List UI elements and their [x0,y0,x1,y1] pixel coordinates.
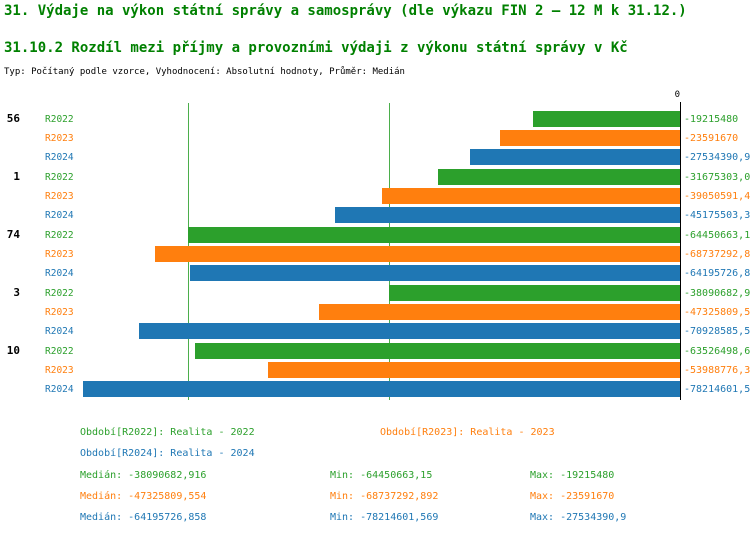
bar-value-label: -70928585,5 [684,326,750,337]
legend-item-r2023: Období[R2023]: Realita - 2023 [380,427,555,438]
bar-r2022-group-1 [438,169,680,185]
bar-r2024-group-74 [190,265,680,281]
series-label: R2023 [45,307,74,318]
series-label: R2024 [45,210,74,221]
bar-value-label: -31675303,0 [684,172,750,183]
bar-value-label: -64195726,8 [684,268,750,279]
category-label: 1 [13,170,20,183]
bar-value-label: -45175503,3 [684,210,750,221]
bar-r2024-group-3 [138,323,680,339]
series-label: R2022 [45,172,74,183]
stat-median-r2023: Medián: -47325809,554 [80,491,207,502]
category-label: 3 [13,286,20,299]
series-label: R2022 [45,230,74,241]
bar-r2022-group-3 [389,285,680,301]
stat-min-r2023: Min: -68737292,892 [330,491,439,502]
section-title: 31.10.2 Rozdíl mezi příjmy a provozními … [4,40,628,56]
bar-value-label: -23591670 [684,133,739,144]
bar-value-label: -78214601,5 [684,384,750,395]
bar-r2023-group-74 [155,246,680,262]
stat-median-r2024: Medián: -64195726,858 [80,512,207,523]
stat-min-r2022: Min: -64450663,15 [330,470,433,481]
bar-value-label: -63526498,6 [684,346,750,357]
bar-r2024-group-10 [83,381,680,397]
bar-r2023-group-56 [499,130,680,146]
category-label: 10 [6,344,20,357]
report-title: 31. Výdaje na výkon státní správy a samo… [4,3,687,19]
series-label: R2023 [45,133,74,144]
stat-max-r2022: Max: -19215480 [530,470,615,481]
stat-min-r2024: Min: -78214601,569 [330,512,439,523]
series-label: R2022 [45,114,74,125]
series-label: R2024 [45,326,74,337]
bar-value-label: -68737292,8 [684,249,750,260]
bar-r2023-group-1 [381,188,680,204]
series-label: R2022 [45,346,74,357]
series-label: R2024 [45,268,74,279]
bar-r2023-group-10 [267,362,680,378]
series-label: R2023 [45,191,74,202]
chart-meta-line: Typ: Počítaný podle vzorce, Vyhodnocení:… [4,67,405,77]
bar-value-label: -39050591,4 [684,191,750,202]
bar-value-label: -64450663,1 [684,230,750,241]
bar-r2023-group-3 [318,304,680,320]
series-label: R2024 [45,152,74,163]
stat-median-r2022: Medián: -38090682,916 [80,470,207,481]
bar-value-label: -27534390,9 [684,152,750,163]
stat-max-r2023: Max: -23591670 [530,491,615,502]
bar-value-label: -38090682,9 [684,288,750,299]
zero-axis-line [680,102,681,400]
bar-r2022-group-56 [533,111,680,127]
legend-item-r2022: Období[R2022]: Realita - 2022 [80,427,255,438]
stat-max-r2024: Max: -27534390,9 [530,512,627,523]
bar-value-label: -53988776,3 [684,365,750,376]
series-label: R2023 [45,249,74,260]
bar-value-label: -19215480 [684,114,739,125]
category-label: 74 [6,228,20,241]
bar-r2022-group-10 [195,343,680,359]
series-label: R2023 [45,365,74,376]
series-label: R2022 [45,288,74,299]
bar-r2024-group-56 [469,149,680,165]
bar-value-label: -47325809,5 [684,307,750,318]
series-label: R2024 [45,384,74,395]
axis-zero-label: 0 [674,90,680,100]
bar-r2022-group-74 [188,227,680,243]
legend-item-r2024: Období[R2024]: Realita - 2024 [80,448,255,459]
bar-r2024-group-1 [335,207,680,223]
category-label: 56 [6,112,20,125]
